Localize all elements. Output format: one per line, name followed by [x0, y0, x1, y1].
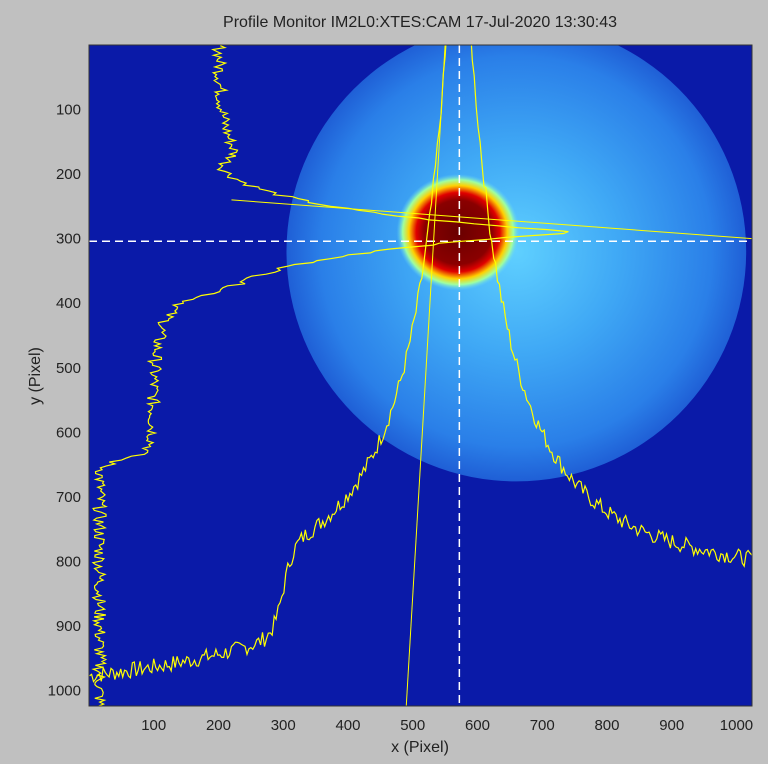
y-tick-label: 600: [56, 424, 81, 441]
projection-line: [405, 45, 446, 706]
y-tick-label: 900: [56, 618, 81, 635]
x-tick-label: 400: [335, 717, 360, 734]
x-tick-label: 600: [465, 717, 490, 734]
y-tick-label: 300: [56, 231, 81, 248]
x-axis-label: x (Pixel): [391, 739, 449, 756]
y-tick-label: 100: [56, 102, 81, 119]
y-profile-line: [91, 45, 569, 706]
x-tick-label: 700: [530, 717, 555, 734]
x-tick-label: 300: [271, 717, 296, 734]
x-tick-label: 200: [206, 717, 231, 734]
y-tick-label: 1000: [48, 683, 81, 700]
beam-core: [396, 173, 520, 291]
projection-line: [231, 199, 752, 240]
plot-frame: [88, 44, 753, 707]
x-tick-label: 100: [141, 717, 166, 734]
y-tick-label: 800: [56, 553, 81, 570]
y-tick-label: 400: [56, 295, 81, 312]
x-tick-label: 1000: [720, 717, 753, 734]
beam-halo: [286, 45, 747, 482]
x-tick-label: 500: [400, 717, 425, 734]
y-axis-label: y (Pixel): [27, 347, 44, 405]
y-tick-label: 500: [56, 360, 81, 377]
figure-title: Profile Monitor IM2L0:XTES:CAM 17-Jul-20…: [223, 14, 617, 31]
x-profile-line: [89, 45, 752, 683]
y-tick-label: 700: [56, 489, 81, 506]
y-tick-label: 200: [56, 166, 81, 183]
x-tick-label: 900: [659, 717, 684, 734]
x-tick-label: 800: [594, 717, 619, 734]
